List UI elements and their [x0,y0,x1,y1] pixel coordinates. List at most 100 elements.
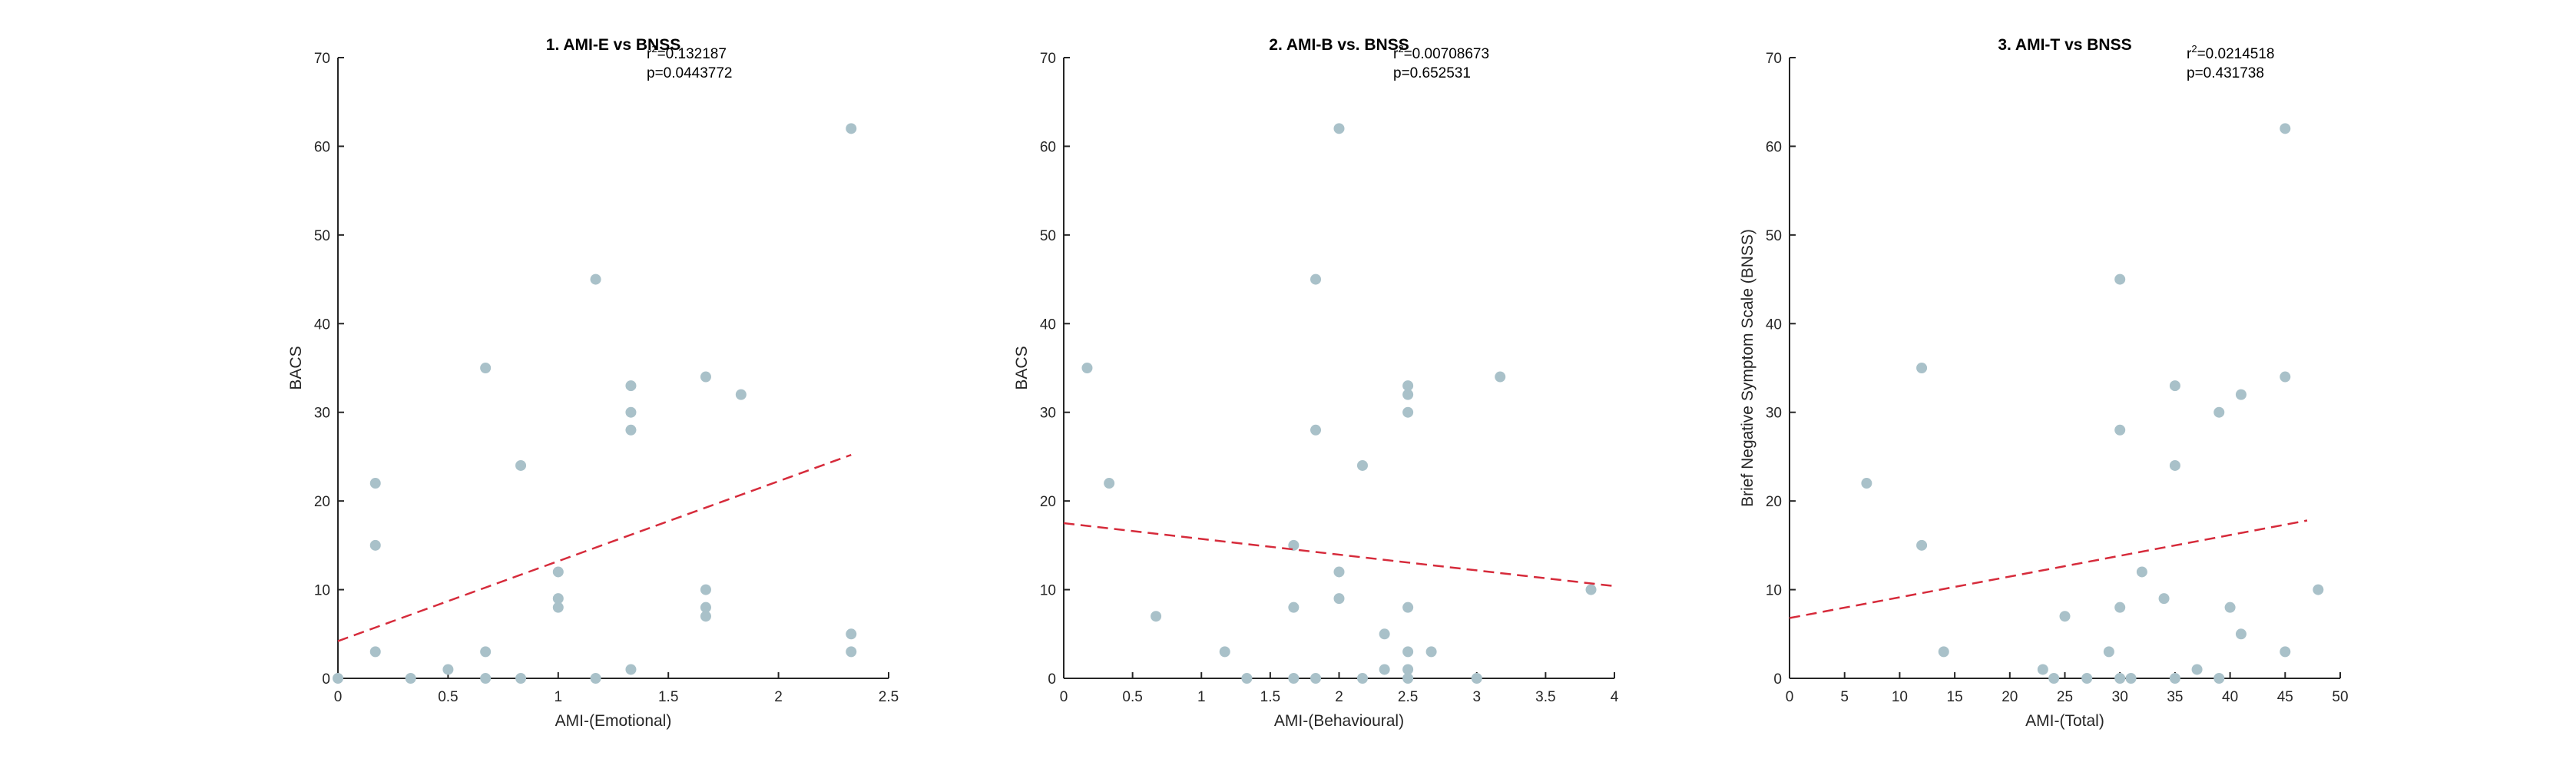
x-tick-label: 2.5 [879,689,899,705]
y-axis-title: BACS [1013,346,1031,389]
scatter-point [2169,459,2180,471]
x-tick-label: 0 [1786,689,1794,705]
scatter-point [1585,584,1597,595]
scatter-point [333,673,343,684]
y-tick-label: 70 [1040,51,1056,67]
scatter-point [1402,602,1414,613]
y-tick-label: 10 [314,583,330,599]
scatter-point [2169,673,2180,684]
x-tick-label: 3 [1472,689,1481,705]
scatter-point [1402,380,1414,392]
x-tick-label: 1 [555,689,563,705]
scatter-point [625,424,637,436]
scatter-point [1288,602,1300,613]
x-tick-label: 0 [1060,689,1068,705]
chart-title: 2. AMI-B vs. BNSS [1269,36,1409,54]
y-tick-label: 50 [1766,228,1782,244]
scatter-point [2235,628,2247,640]
scatter-point [1333,123,1345,134]
scatter-point [1861,478,1872,489]
scatter-point [369,539,381,551]
scatter-point [2280,646,2291,658]
y-tick-label: 40 [1040,317,1056,333]
scatter-point [515,459,527,471]
scatter-point [1219,646,1230,658]
scatter-point [2191,664,2203,675]
scatter-point [625,406,637,418]
regression-line [337,453,852,642]
scatter-point [1938,646,1949,658]
y-tick-label: 40 [314,317,330,333]
chart-panel-2: 0 10 20 30 40 50 60 70 0 0.5 1 1.5 2 2.5 3 3.5 4 AMI-(Beh… [1013,36,1619,730]
scatter-point [2048,673,2060,684]
scatter-point [1288,539,1300,551]
y-tick-label: 70 [314,51,330,67]
y-tick-label: 40 [1766,317,1782,333]
scatter-point [735,389,747,400]
scatter-point [1379,664,1390,675]
x-tick-label: 4 [1611,689,1619,705]
x-tick-label: 5 [1840,689,1849,705]
scatter-point [1402,664,1414,675]
p-value-label: p=0.431738 [2187,65,2264,81]
r-squared-label: r2=0.132187 [647,43,727,62]
scatter-point [2169,380,2180,392]
scatter-point [2136,566,2147,578]
x-axis-title: AMI-(Total) [2025,712,2104,730]
scatter-point [2280,371,2291,383]
scatter-point [2235,389,2247,400]
scatter-point [2213,406,2225,418]
x-tick-label: 1 [1197,689,1206,705]
y-tick-label: 30 [1766,406,1782,422]
scatter-point [846,123,857,134]
scatter-point [1356,459,1368,471]
y-tick-label: 10 [1766,583,1782,599]
y-tick-label: 0 [1773,671,1782,688]
scatter-point [1310,273,1322,285]
y-tick-label: 20 [1766,494,1782,510]
y-tick-label: 20 [314,494,330,510]
scatter-point [2158,593,2170,605]
scatter-point [1288,673,1300,684]
scatter-point [1402,646,1414,658]
scatter-point [1333,566,1345,578]
r-squared-label: r2=0.00708673 [1393,43,1489,62]
chart-title: 1. AMI-E vs BNSS [546,36,680,54]
scatter-point [1151,611,1162,622]
x-tick-label: 35 [2167,689,2183,705]
regression-line [1789,519,2308,619]
scatter-point [1495,371,1506,383]
x-tick-label: 25 [2057,689,2073,705]
scatter-point [1916,539,1928,551]
scatter-point [2213,673,2225,684]
p-value-label: p=0.652531 [1393,65,1471,81]
x-tick-label: 2 [774,689,783,705]
scatter-point [2224,602,2236,613]
scatter-point [515,673,527,684]
scatter-point [700,611,711,622]
chart-panel-3: 0 10 20 30 40 50 60 70 0 5 10 15 20 25 30 35 40 45 50 AMI-(… [1739,36,2349,730]
y-tick-label: 30 [1040,406,1056,422]
scatter-point [405,673,416,684]
scatter-point [1402,673,1414,684]
scatter-point [1241,673,1253,684]
r-squared-label: r2=0.0214518 [2187,43,2274,62]
y-axis-title: BACS [287,346,305,389]
scatter-point [2114,602,2126,613]
scatter-point [2114,673,2126,684]
scatter-point [846,646,857,658]
scatter-point [1310,424,1322,436]
scatter-point [1081,363,1093,373]
scatter-point [1916,363,1928,373]
scatter-point [625,380,637,392]
x-tick-label: 50 [2332,689,2348,705]
y-tick-label: 30 [314,406,330,422]
y-tick-label: 60 [1766,139,1782,155]
scatter-point [1471,673,1482,684]
scatter-point [369,478,381,489]
scatter-point [1104,478,1115,489]
scatter-point [700,602,711,613]
scatter-point [590,273,601,285]
y-tick-label: 20 [1040,494,1056,510]
